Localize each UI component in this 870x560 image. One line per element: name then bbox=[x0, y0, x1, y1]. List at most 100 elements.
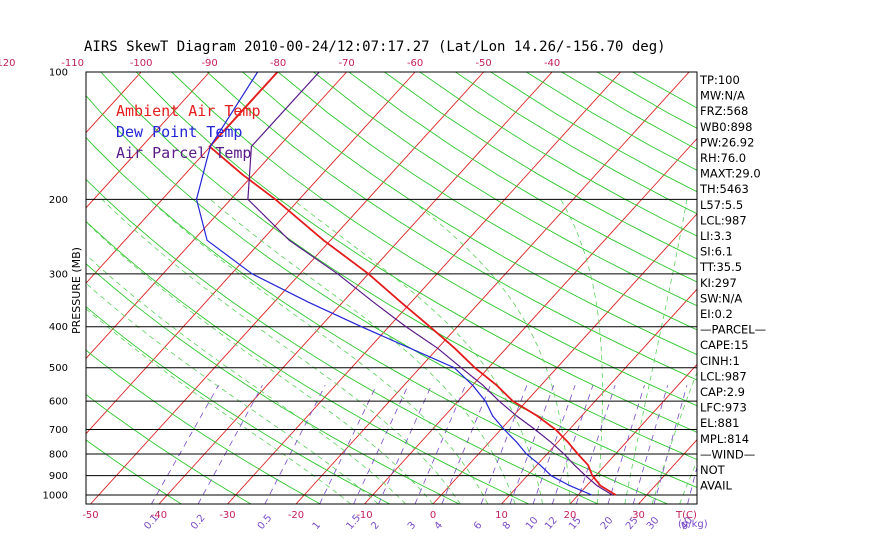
moist-adiabat-line bbox=[86, 254, 406, 504]
dry-adiabat-line bbox=[86, 394, 252, 504]
moist-adiabat-line bbox=[651, 371, 697, 504]
stability-index: TP:100 bbox=[699, 73, 740, 87]
moist-adiabat-line bbox=[86, 308, 352, 504]
stability-index: SW:N/A bbox=[700, 291, 742, 305]
stability-index: CAPE:15 bbox=[700, 338, 749, 352]
stability-index: AVAIL bbox=[700, 479, 733, 493]
dry-adiabat-line bbox=[171, 72, 697, 407]
stability-index: MAXT:29.0 bbox=[700, 167, 761, 181]
stability-index: —PARCEL— bbox=[700, 323, 766, 337]
stability-index: TH:5463 bbox=[699, 182, 749, 196]
series-line-dew-point-temp bbox=[195, 72, 593, 496]
mixing-ratio-tick-label: 10 bbox=[524, 515, 541, 532]
series-layer bbox=[195, 72, 617, 496]
moist-adiabat-line bbox=[86, 282, 379, 504]
legend-entry: Air Parcel Temp bbox=[116, 144, 251, 162]
bottom-temp-tick-label: 10 bbox=[495, 510, 508, 521]
stability-index: PW:26.92 bbox=[700, 135, 754, 149]
isotherm-line bbox=[227, 72, 621, 504]
mixing-ratio-tick-label: 8 bbox=[501, 520, 514, 532]
stability-index: L57:5.5 bbox=[700, 198, 743, 212]
isotherm-line bbox=[90, 72, 484, 504]
moist-adiabat-line bbox=[624, 199, 688, 504]
stability-index: CAP:2.9 bbox=[700, 385, 745, 399]
dry-adiabat-line bbox=[313, 72, 697, 307]
stability-index: LCL:987 bbox=[700, 369, 747, 383]
dry-adiabat-line bbox=[348, 72, 697, 283]
series-line-ambient-air-temp bbox=[208, 72, 617, 496]
dry-adiabat-line bbox=[86, 349, 321, 504]
isotherm-line bbox=[776, 72, 870, 504]
stability-index: MPL:814 bbox=[700, 432, 749, 446]
top-temp-tick-label: -60 bbox=[407, 58, 423, 69]
moist-adiabat-line bbox=[292, 198, 543, 504]
bottom-temp-tick-label: -40 bbox=[151, 510, 167, 521]
pressure-tick-label: 600 bbox=[49, 397, 68, 408]
mixing-ratio-tick-label: 1 bbox=[311, 520, 324, 532]
stability-index: RH:76.0 bbox=[700, 151, 746, 165]
grid-layer bbox=[86, 72, 870, 504]
plot-frame bbox=[85, 71, 698, 505]
top-temp-tick-label: -110 bbox=[61, 58, 84, 69]
mixing-ratio-line bbox=[653, 385, 688, 504]
stability-index: MW:N/A bbox=[700, 89, 745, 103]
dry-adiabat-line bbox=[86, 94, 697, 488]
stability-index: LFC:973 bbox=[700, 401, 747, 415]
mixing-ratio-line bbox=[414, 385, 466, 504]
stability-index: LCL:987 bbox=[700, 213, 747, 227]
dry-adiabat-line bbox=[86, 136, 668, 504]
tick-labels: 1002003004005006007008009001000-120-110-… bbox=[0, 58, 708, 532]
series-line-air-parcel-temp bbox=[247, 72, 613, 496]
legend-entry: Ambient Air Temp bbox=[116, 102, 261, 120]
moist-adiabat-line bbox=[86, 221, 434, 504]
pressure-tick-label: 200 bbox=[49, 195, 68, 206]
pressure-tick-label: 500 bbox=[49, 363, 68, 374]
stability-index: WB0:898 bbox=[700, 120, 752, 134]
mixing-ratio-tick-label: 30 bbox=[645, 515, 662, 532]
top-temp-tick-label: -70 bbox=[338, 58, 354, 69]
mixing-ratio-line bbox=[197, 385, 263, 504]
bottom-temp-tick-label: -20 bbox=[288, 510, 304, 521]
dry-adiabat-line bbox=[100, 72, 697, 461]
mixing-ratio-tick-label: 2 bbox=[369, 520, 382, 532]
isotherm-line bbox=[432, 213, 697, 504]
isotherm-line bbox=[844, 72, 870, 504]
bottom-temp-tick-label: 30 bbox=[632, 510, 645, 521]
mixing-ratio-line bbox=[551, 385, 594, 504]
mixing-ratio-unit-label: (g/kg) bbox=[678, 519, 708, 530]
mixing-ratio-line bbox=[632, 385, 669, 504]
top-temp-tick-label: -90 bbox=[201, 58, 217, 69]
isotherm-line bbox=[86, 72, 210, 209]
dry-adiabat-line bbox=[86, 263, 460, 504]
moist-adiabat-line bbox=[410, 198, 571, 504]
stability-index: SI:6.1 bbox=[700, 245, 733, 259]
pressure-tick-label: 100 bbox=[49, 68, 68, 79]
mixing-ratio-line bbox=[151, 385, 219, 504]
bottom-temp-tick-label: -10 bbox=[356, 510, 372, 521]
dry-adiabat-line bbox=[242, 72, 697, 356]
bottom-temp-tick-label: 20 bbox=[564, 510, 577, 521]
temp-unit-label: T(C) bbox=[675, 510, 697, 521]
stability-index: KI:297 bbox=[700, 276, 737, 290]
legend-entry: Dew Point Temp bbox=[116, 123, 242, 141]
mixing-ratio-tick-label: 20 bbox=[599, 515, 616, 532]
mixing-ratio-tick-label: 0.2 bbox=[189, 513, 208, 532]
stability-index: EI:0.2 bbox=[700, 307, 733, 321]
isotherm-line bbox=[295, 72, 690, 504]
pressure-tick-label: 300 bbox=[49, 269, 68, 280]
top-temp-tick-label: -40 bbox=[544, 58, 560, 69]
dry-adiabat-line bbox=[419, 72, 697, 237]
dry-adiabat-line bbox=[86, 220, 529, 504]
bottom-temp-tick-label: 0 bbox=[430, 510, 436, 521]
mixing-ratio-line bbox=[264, 385, 326, 504]
top-temp-tick-label: -120 bbox=[0, 58, 15, 69]
isotherm-line bbox=[86, 72, 347, 360]
mixing-ratio-tick-label: 6 bbox=[472, 520, 485, 532]
pressure-tick-label: 900 bbox=[49, 471, 68, 482]
dry-adiabat-line bbox=[384, 72, 697, 260]
dry-adiabat-line bbox=[526, 72, 697, 171]
dry-adiabat-line bbox=[277, 72, 697, 331]
dry-adiabat-line bbox=[86, 178, 599, 504]
